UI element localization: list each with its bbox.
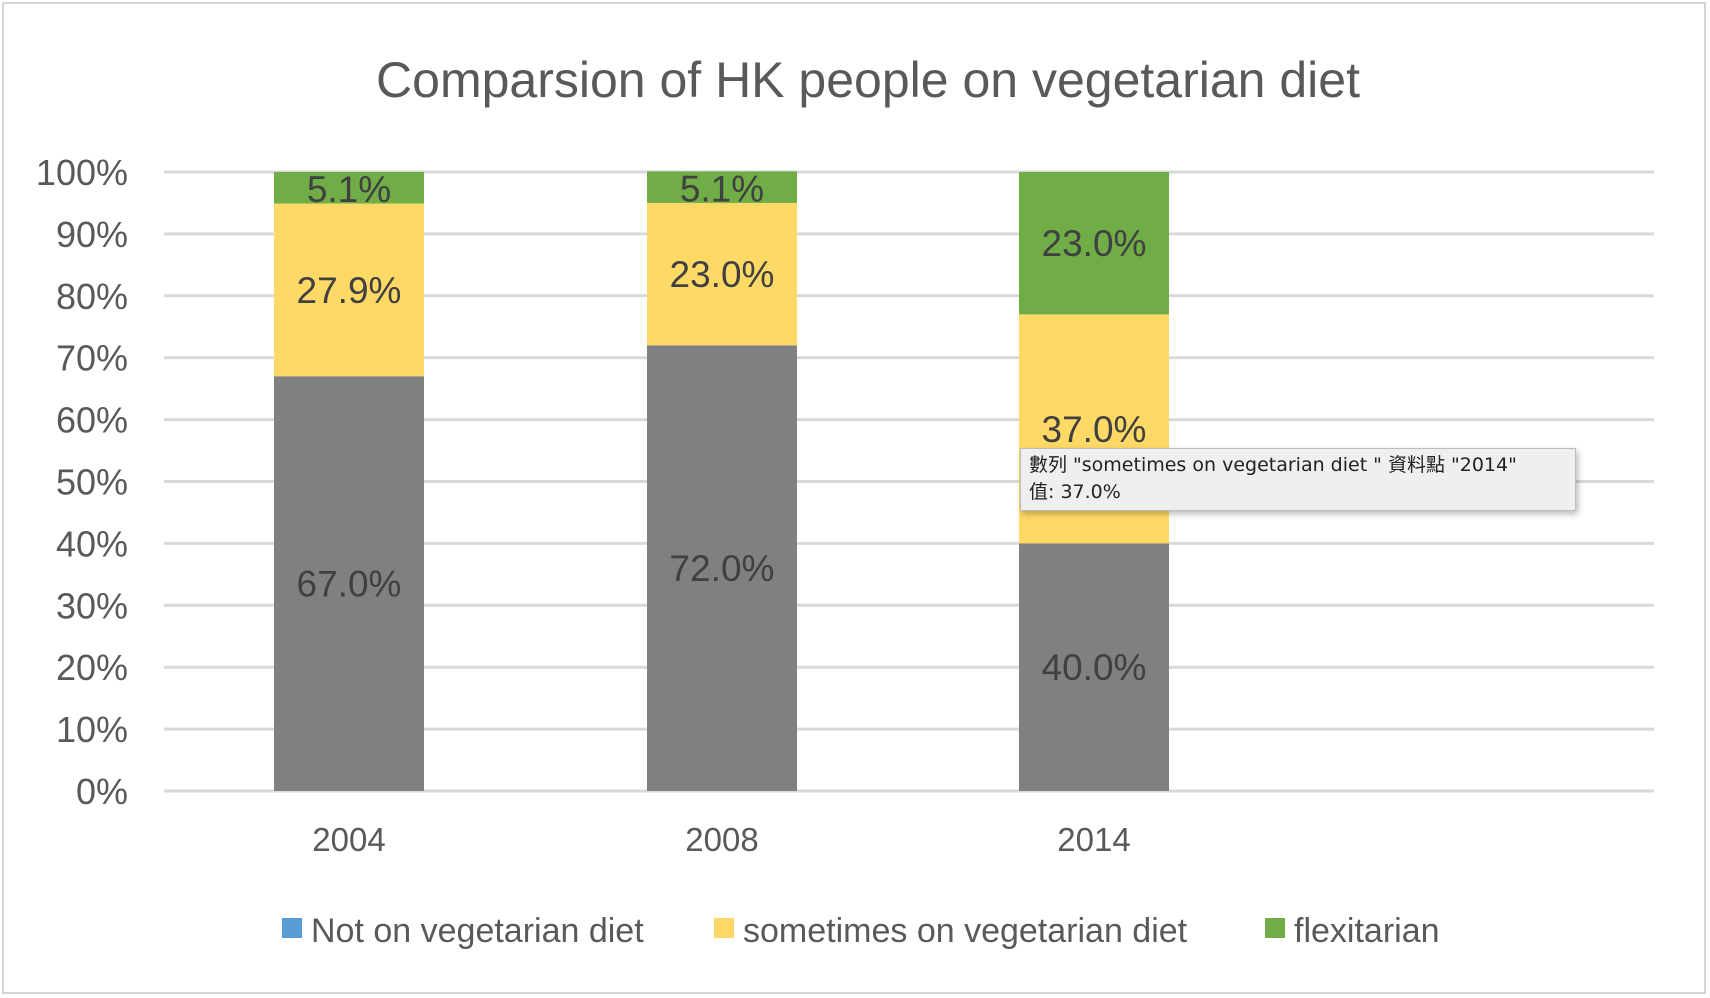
y-tick-label: 70% (56, 338, 128, 379)
y-tick-label: 30% (56, 585, 128, 626)
y-tick-label: 80% (56, 276, 128, 317)
data-label: 5.1% (307, 169, 391, 210)
bars[interactable] (274, 171, 1169, 791)
data-label: 40.0% (1042, 647, 1147, 688)
data-label: 67.0% (297, 564, 402, 605)
y-tick-label: 40% (56, 523, 128, 564)
x-tick-label: 2008 (685, 821, 758, 858)
legend-swatch-2 (1265, 918, 1285, 938)
legend: Not on vegetarian diet sometimes on veget… (282, 912, 1440, 950)
data-point-tooltip: 數列 "sometimes on vegetarian diet " 資料點 "… (1020, 448, 1576, 511)
bar-2014-series-2[interactable] (1019, 172, 1169, 315)
bar-2008-series-2[interactable] (647, 171, 797, 203)
data-label: 27.9% (297, 270, 402, 311)
y-tick-label: 60% (56, 400, 128, 441)
bar-2004-series-1[interactable] (274, 203, 424, 377)
chart-title: Comparsion of HK people on vegetarian di… (376, 52, 1360, 108)
bar-2014-series-0[interactable] (1019, 543, 1169, 791)
bar-2008-series-0[interactable] (647, 345, 797, 791)
y-tick-label: 0% (76, 771, 128, 812)
y-tick-label: 10% (56, 709, 128, 750)
tooltip-series-line: 數列 "sometimes on vegetarian diet " 資料點 "… (1029, 454, 1517, 476)
data-label: 5.1% (680, 168, 764, 209)
legend-swatch-0 (282, 918, 302, 938)
y-tick-label: 90% (56, 214, 128, 255)
y-tick-label: 50% (56, 462, 128, 503)
bar-2004-series-2[interactable] (274, 172, 424, 204)
legend-label: Not on vegetarian diet (311, 912, 644, 950)
legend-swatch-1 (714, 918, 734, 938)
legend-label: flexitarian (1294, 912, 1440, 950)
data-label: 23.0% (670, 254, 775, 295)
data-label: 37.0% (1042, 409, 1147, 450)
data-label: 72.0% (670, 548, 775, 589)
legend-label: sometimes on vegetarian diet (743, 912, 1188, 950)
y-axis-ticks: 0% 10% 20% 30% 40% 50% 60% 70% 80% 90% 100% (36, 152, 128, 812)
y-tick-label: 20% (56, 647, 128, 688)
y-tick-label: 100% (36, 152, 128, 193)
data-label: 23.0% (1042, 223, 1147, 264)
bar-2008-series-1[interactable] (647, 202, 797, 346)
data-labels: 67.0% 27.9% 5.1% 72.0% 23.0% 5.1% 40.0% 37.0% 23… (297, 168, 1147, 688)
x-tick-label: 2014 (1057, 821, 1130, 858)
tooltip-value-line: 值: 37.0% (1029, 481, 1121, 503)
x-axis-ticks: 2004 2008 2014 (312, 821, 1130, 858)
bar-2004-series-0[interactable] (274, 376, 424, 791)
x-tick-label: 2004 (312, 821, 385, 858)
